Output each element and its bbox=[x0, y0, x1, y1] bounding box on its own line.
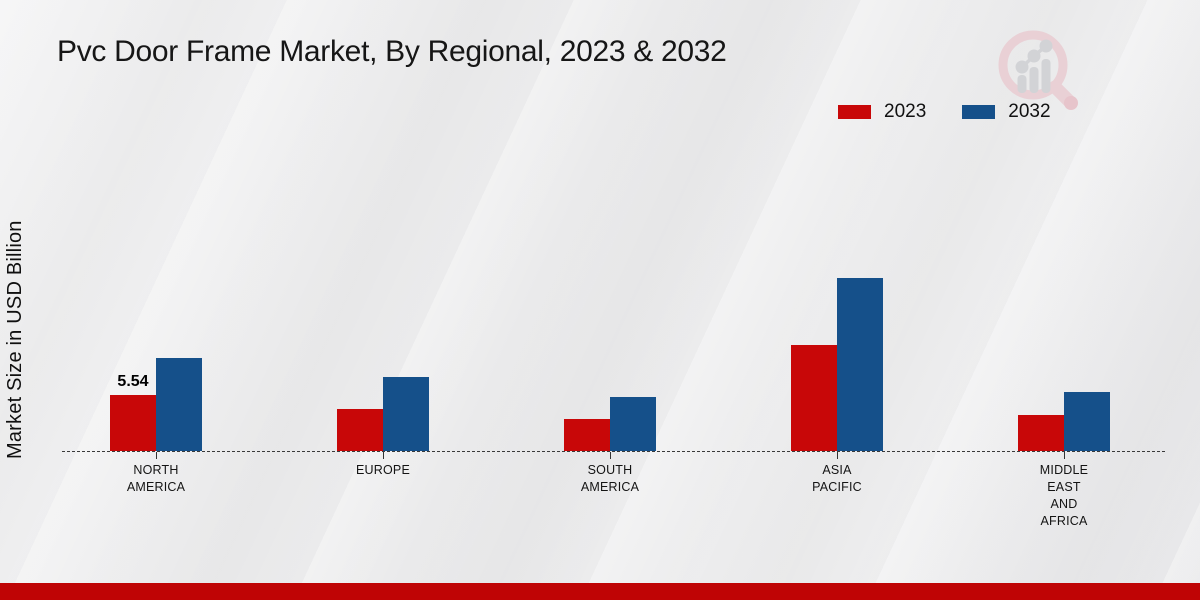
legend-item-2032: 2032 bbox=[962, 101, 1051, 123]
bar-2023-asia-pacific bbox=[791, 345, 837, 451]
bar-2032-asia-pacific bbox=[837, 278, 883, 451]
bar-2023-middle-east-and-africa bbox=[1018, 415, 1064, 451]
x-axis-label-south-america: SOUTH AMERICA bbox=[580, 463, 640, 494]
legend: 2023 2032 bbox=[838, 101, 1051, 123]
x-axis-label-europe: EUROPE bbox=[356, 463, 410, 477]
legend-swatch-2023 bbox=[838, 105, 871, 119]
bar-2023-europe bbox=[337, 409, 383, 451]
axis-tick bbox=[610, 452, 611, 459]
bar-2023-south-america bbox=[564, 419, 610, 451]
magnifier-chart-watermark-icon bbox=[998, 30, 1078, 110]
axis-tick bbox=[837, 452, 838, 459]
bar-2032-europe bbox=[383, 377, 429, 451]
axis-tick bbox=[1064, 452, 1065, 459]
chart-title: Pvc Door Frame Market, By Regional, 2023… bbox=[57, 35, 727, 68]
legend-label-2023: 2023 bbox=[884, 101, 927, 122]
bar-2032-north-america bbox=[156, 358, 202, 451]
bar-2032-south-america bbox=[610, 397, 656, 451]
x-axis-line bbox=[62, 451, 1165, 452]
legend-label-2032: 2032 bbox=[1008, 101, 1051, 122]
x-axis-label-north-america: NORTH AMERICA bbox=[126, 463, 186, 494]
x-axis-label-middle-east-and-africa: MIDDLE EAST AND AFRICA bbox=[1039, 463, 1089, 528]
legend-swatch-2032 bbox=[962, 105, 996, 119]
axis-tick bbox=[156, 452, 157, 459]
bar-value-label: 5.54 bbox=[117, 373, 149, 390]
x-axis-label-asia-pacific: ASIA PACIFIC bbox=[812, 463, 862, 494]
legend-item-2023: 2023 bbox=[838, 101, 926, 123]
axis-tick bbox=[383, 452, 384, 459]
footer-red-strip bbox=[0, 583, 1200, 600]
bar-2023-north-america bbox=[110, 395, 156, 451]
bar-2032-middle-east-and-africa bbox=[1064, 392, 1110, 451]
